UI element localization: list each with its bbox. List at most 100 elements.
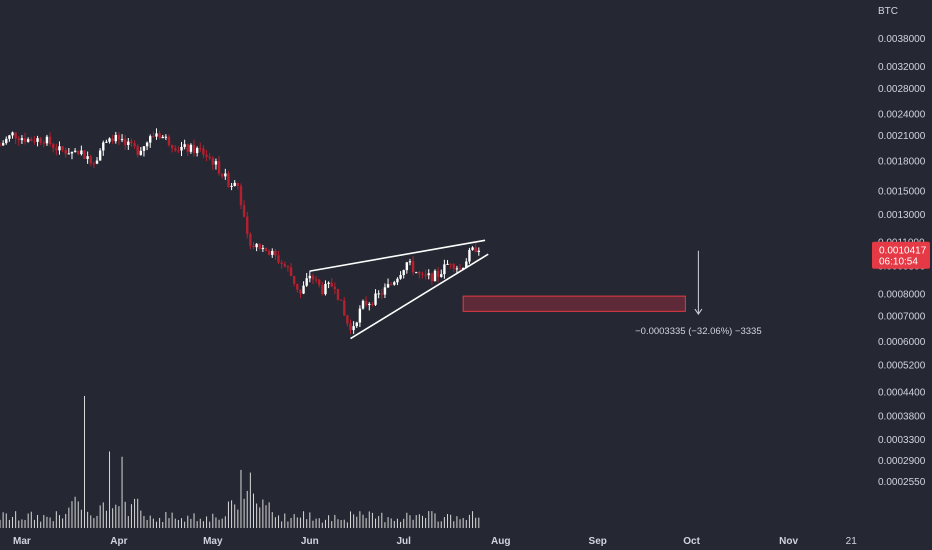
price-range-measure[interactable]: −0.0003335 (−32.06%) −3335 (635, 250, 762, 337)
volume-bar (159, 517, 161, 528)
price-tick-label: 0.0021000 (878, 131, 926, 142)
volume-bar (43, 515, 45, 528)
price-axis-background (870, 0, 932, 550)
candle (139, 147, 143, 156)
candle (111, 135, 114, 144)
time-tick-label: Oct (683, 536, 700, 547)
volume-bar (143, 515, 145, 528)
volume-bar (268, 502, 270, 528)
volume-bar (262, 499, 264, 528)
candle (314, 276, 318, 283)
volume-bar (403, 518, 405, 528)
candle (61, 146, 64, 152)
candle (98, 148, 102, 161)
volume-bar (378, 516, 380, 528)
price-tick-label: 0.0004400 (878, 388, 926, 399)
time-tick-label: Jul (396, 536, 411, 547)
candle (277, 251, 280, 265)
upper-trendline[interactable] (309, 239, 486, 272)
candle (255, 243, 258, 252)
target-zone-rectangle[interactable] (462, 295, 686, 312)
candle (102, 140, 105, 156)
volume-bar (199, 518, 201, 528)
candle (264, 247, 268, 252)
volume-bar (243, 498, 245, 528)
candle (189, 143, 193, 154)
candle (430, 272, 434, 285)
candle (155, 128, 158, 140)
candle (336, 288, 340, 301)
current-price-label: 0.0010417 (879, 246, 927, 257)
volume-bar (46, 516, 48, 528)
candle (202, 145, 205, 158)
volume-bar (83, 396, 85, 528)
price-tick-label: 0.0007000 (878, 311, 926, 322)
candle (55, 143, 58, 156)
volume-bar (206, 516, 208, 528)
volume-bar (37, 514, 39, 528)
candle (183, 139, 186, 150)
volume-bar (187, 515, 189, 528)
candle (249, 232, 252, 250)
volume-bar (77, 501, 79, 528)
volume-bar (184, 521, 186, 528)
volume-bar (215, 517, 217, 528)
candle (402, 269, 405, 279)
candle (405, 261, 409, 274)
lower-trendline[interactable] (350, 253, 489, 340)
time-tick-label: Nov (779, 536, 798, 547)
volume-bar (346, 522, 348, 528)
volume-bar (12, 516, 14, 528)
volume-bar (375, 518, 377, 528)
volume-bar (293, 514, 295, 528)
volume-bar (65, 513, 67, 528)
volume-bar (196, 521, 198, 528)
candle (286, 265, 290, 272)
candle (152, 131, 155, 138)
current-price-badge: 0.0010417 06:10:54 (872, 241, 930, 269)
volume-bar (231, 500, 233, 528)
candle (8, 134, 11, 142)
volume-bar (362, 514, 364, 528)
candle (114, 131, 117, 144)
time-tick-label: Sep (589, 536, 607, 547)
volume-bar (337, 519, 339, 528)
volume-bar (234, 504, 236, 528)
volume-bar (418, 514, 420, 528)
volume-bar (127, 516, 129, 528)
candle (408, 258, 412, 266)
volume-bar (475, 517, 477, 528)
volume-bar (324, 519, 326, 528)
candle (465, 258, 468, 269)
candle (58, 141, 61, 155)
down-arrow-icon (694, 308, 703, 315)
volume-bar (24, 519, 26, 528)
price-tick-label: 0.0003300 (878, 435, 926, 446)
candle (180, 141, 183, 157)
price-axis[interactable]: BTC 0.0038000 0.0032000 0.0028000 0.0024000… (870, 0, 932, 550)
candle (289, 263, 293, 277)
time-axis[interactable]: Mar Apr May Jun Jul Aug Sep Oct Nov 21 (13, 536, 857, 547)
volume-bar (278, 515, 280, 528)
candle (424, 269, 427, 280)
candle (167, 134, 171, 147)
volume-bar (331, 521, 333, 528)
candle (67, 148, 71, 155)
volume-bar (0, 519, 1, 528)
volume-bar (309, 512, 311, 528)
volume-bar (274, 517, 276, 528)
candle (364, 296, 368, 308)
candle (233, 180, 236, 187)
candle (280, 260, 283, 269)
volume-bar (459, 519, 461, 528)
candle (346, 314, 349, 327)
volume-bar (18, 520, 20, 528)
price-tick-label: 0.0032000 (878, 62, 926, 73)
candle (127, 137, 130, 150)
volume-bar (431, 511, 433, 528)
candle (396, 277, 399, 286)
drawings[interactable]: −0.0003335 (−32.06%) −3335 (309, 239, 762, 340)
candle (108, 137, 111, 144)
